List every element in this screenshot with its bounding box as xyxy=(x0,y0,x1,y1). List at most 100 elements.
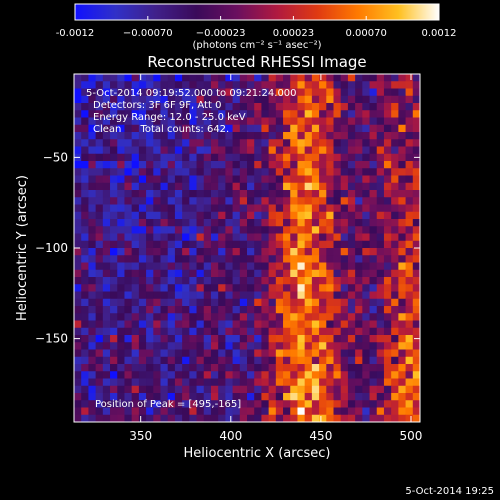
heatmap-cell xyxy=(355,139,363,147)
heatmap-cell xyxy=(290,190,298,198)
heatmap-cell xyxy=(247,240,255,249)
heatmap-cell xyxy=(239,190,248,198)
heatmap-cell xyxy=(203,168,212,176)
heatmap-cell xyxy=(340,81,349,89)
heatmap-cell xyxy=(95,364,104,372)
heatmap-cell xyxy=(391,320,399,329)
heatmap-cell xyxy=(405,95,414,104)
heatmap-cell xyxy=(153,371,161,379)
heatmap-cell xyxy=(189,117,197,126)
heatmap-cell xyxy=(153,233,161,242)
heatmap-cell xyxy=(383,320,392,329)
heatmap-cell xyxy=(297,248,306,256)
heatmap-cell xyxy=(340,204,349,213)
heatmap-cell xyxy=(160,88,169,97)
heatmap-cell xyxy=(74,124,82,133)
heatmap-cell xyxy=(102,117,111,126)
heatmap-cell xyxy=(268,103,277,111)
heatmap-cell xyxy=(383,335,392,343)
heatmap-cell xyxy=(268,88,277,97)
heatmap-cell xyxy=(311,313,320,321)
heatmap-cell xyxy=(362,342,370,350)
heatmap-cell xyxy=(369,240,378,249)
heatmap-cell xyxy=(347,226,356,234)
heatmap-cell xyxy=(102,269,111,278)
heatmap-cell xyxy=(275,371,284,379)
heatmap-cell xyxy=(254,190,262,198)
heatmap-cell xyxy=(153,132,161,140)
heatmap-cell xyxy=(333,255,342,263)
heatmap-cell xyxy=(261,335,270,343)
heatmap-cell xyxy=(383,153,392,162)
heatmap-cell xyxy=(110,81,118,89)
heatmap-cell xyxy=(153,407,161,416)
heatmap-cell xyxy=(369,226,378,234)
heatmap-cell xyxy=(362,356,370,365)
heatmap-cell xyxy=(88,291,97,300)
heatmap-cell xyxy=(333,284,342,292)
heatmap-cell xyxy=(340,103,349,111)
heatmap-cell xyxy=(340,74,349,82)
heatmap-cell xyxy=(391,255,399,263)
heatmap-cell xyxy=(268,320,277,329)
heatmap-cell xyxy=(261,277,270,285)
x-axis-title: Heliocentric X (arcsec) xyxy=(184,446,331,461)
heatmap-cell xyxy=(333,110,342,118)
y-tick-label: −50 xyxy=(43,150,68,164)
heatmap-cell xyxy=(383,226,392,234)
heatmap-cell xyxy=(225,335,233,343)
heatmap-cell xyxy=(203,226,212,234)
heatmap-cell xyxy=(153,400,161,408)
heatmap-cell xyxy=(326,298,334,307)
heatmap-cell xyxy=(268,219,277,227)
heatmap-cell xyxy=(311,81,320,89)
heatmap-cell xyxy=(383,407,392,416)
heatmap-cell xyxy=(174,103,183,111)
heatmap-cell xyxy=(153,103,161,111)
heatmap-cell xyxy=(383,248,392,256)
heatmap-cell xyxy=(304,240,313,249)
heatmap-cell xyxy=(268,327,277,336)
heatmap-cell xyxy=(347,124,356,133)
heatmap-cell xyxy=(102,211,111,220)
heatmap-cell xyxy=(412,88,420,97)
heatmap-cell xyxy=(247,277,255,285)
heatmap-cell xyxy=(405,313,414,321)
heatmap-cell xyxy=(275,248,284,256)
heatmap-cell xyxy=(131,124,140,133)
heatmap-cell xyxy=(247,255,255,263)
heatmap-cell xyxy=(225,342,233,350)
heatmap-cell xyxy=(174,284,183,292)
heatmap-cell xyxy=(210,153,219,162)
heatmap-cell xyxy=(153,262,161,271)
heatmap-cell xyxy=(355,313,363,321)
heatmap-cell xyxy=(254,298,262,307)
heatmap-cell xyxy=(261,306,270,314)
heatmap-cell xyxy=(369,414,378,422)
heatmap-cell xyxy=(347,110,356,118)
heatmap-cell xyxy=(153,117,161,126)
heatmap-cell xyxy=(239,342,248,350)
heatmap-cell xyxy=(340,153,349,162)
heatmap-cell xyxy=(131,255,140,263)
heatmap-cell xyxy=(311,378,320,387)
heatmap-cell xyxy=(355,103,363,111)
heatmap-cell xyxy=(174,342,183,350)
heatmap-cell xyxy=(326,153,334,162)
heatmap-cell xyxy=(95,284,104,292)
heatmap-cell xyxy=(319,146,327,155)
heatmap-cell xyxy=(160,81,169,89)
heatmap-cell xyxy=(412,349,420,358)
heatmap-cell xyxy=(167,298,176,307)
heatmap-cell xyxy=(247,364,255,372)
heatmap-cell xyxy=(326,233,334,242)
heatmap-cell xyxy=(355,132,363,140)
heatmap-cell xyxy=(239,414,248,422)
heatmap-cell xyxy=(347,117,356,126)
heatmap-cell xyxy=(232,204,241,213)
heatmap-cell xyxy=(398,103,406,111)
heatmap-cell xyxy=(153,153,161,162)
heatmap-cell xyxy=(275,393,284,401)
heatmap-cell xyxy=(196,291,205,300)
heatmap-cell xyxy=(261,132,270,140)
